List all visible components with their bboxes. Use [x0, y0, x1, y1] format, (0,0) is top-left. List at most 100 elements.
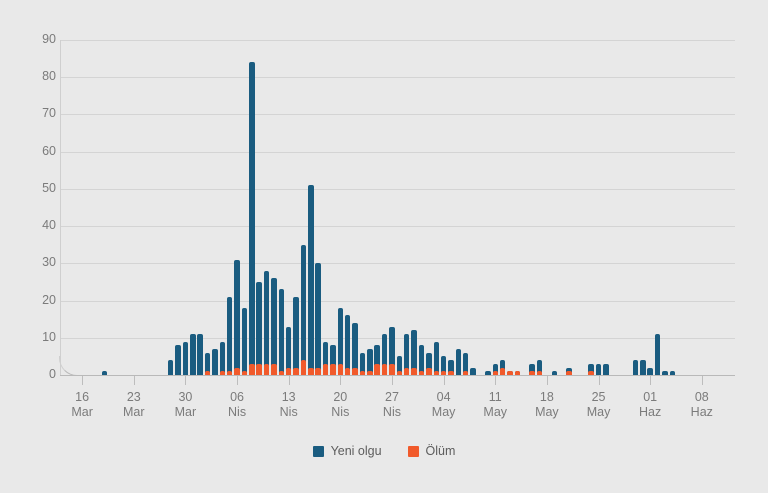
bar-yeni-olgu[interactable]	[190, 334, 196, 375]
bar-yeni-olgu[interactable]	[167, 360, 174, 375]
bar-olum[interactable]	[448, 371, 454, 375]
bar-olum[interactable]	[285, 367, 292, 375]
bar-olum[interactable]	[374, 363, 380, 375]
bar-olum[interactable]	[396, 371, 403, 375]
bar-yeni-olgu[interactable]	[603, 363, 609, 375]
bar-olum[interactable]	[249, 363, 255, 375]
bar-yeni-olgu[interactable]	[285, 326, 292, 375]
bar-yeni-olgu[interactable]	[418, 345, 425, 375]
bar-olum[interactable]	[204, 371, 211, 375]
bar-yeni-olgu[interactable]	[485, 371, 491, 375]
bar-olum[interactable]	[507, 371, 513, 375]
legend-item-yeni-olgu[interactable]: Yeni olgu	[312, 444, 382, 458]
bar-olum[interactable]	[322, 363, 329, 375]
bar-olum[interactable]	[566, 371, 572, 375]
bar-olum[interactable]	[588, 371, 594, 375]
bar-olum[interactable]	[514, 371, 521, 375]
bar-yeni-olgu[interactable]	[256, 281, 262, 375]
bar-yeni-olgu[interactable]	[463, 352, 469, 375]
bar-yeni-olgu[interactable]	[234, 259, 240, 375]
bar-olum[interactable]	[219, 371, 226, 375]
bar-yeni-olgu[interactable]	[271, 278, 277, 375]
bar-yeni-olgu[interactable]	[300, 244, 307, 375]
bar-yeni-olgu[interactable]	[595, 363, 602, 375]
bar-olum[interactable]	[278, 371, 285, 375]
bar-olum[interactable]	[389, 363, 395, 375]
bar-yeni-olgu[interactable]	[344, 315, 351, 375]
bar-yeni-olgu[interactable]	[352, 322, 358, 375]
bar-olum[interactable]	[315, 367, 321, 375]
bar-yeni-olgu[interactable]	[640, 360, 646, 375]
bar-olum[interactable]	[529, 371, 535, 375]
bar-olum[interactable]	[330, 363, 336, 375]
bar-yeni-olgu[interactable]	[654, 334, 661, 375]
bar-yeni-olgu[interactable]	[396, 356, 403, 375]
bar-yeni-olgu[interactable]	[241, 308, 248, 375]
bar-yeni-olgu[interactable]	[389, 326, 395, 375]
bar-yeni-olgu[interactable]	[182, 341, 189, 375]
bar-yeni-olgu[interactable]	[330, 345, 336, 375]
bar-olum[interactable]	[352, 367, 358, 375]
bar-yeni-olgu[interactable]	[197, 334, 203, 375]
bar-yeni-olgu[interactable]	[315, 263, 321, 375]
bar-yeni-olgu[interactable]	[263, 270, 270, 375]
bar-yeni-olgu[interactable]	[411, 330, 417, 375]
bar-olum[interactable]	[492, 371, 498, 375]
bar-yeni-olgu[interactable]	[448, 360, 454, 375]
bar-olum[interactable]	[263, 363, 270, 375]
bar-yeni-olgu[interactable]	[212, 348, 218, 375]
bar-olum[interactable]	[300, 360, 307, 375]
bar-yeni-olgu[interactable]	[551, 371, 557, 375]
bar-yeni-olgu[interactable]	[426, 352, 432, 375]
bar-olum[interactable]	[367, 371, 373, 375]
bar-yeni-olgu[interactable]	[204, 352, 211, 375]
bar-yeni-olgu[interactable]	[278, 289, 285, 375]
bar-olum[interactable]	[463, 371, 469, 375]
bar-yeni-olgu[interactable]	[440, 356, 447, 375]
bar-yeni-olgu[interactable]	[403, 334, 410, 375]
bar-yeni-olgu[interactable]	[632, 360, 639, 375]
bar-yeni-olgu[interactable]	[337, 308, 344, 375]
bar-olum[interactable]	[241, 371, 248, 375]
bar-yeni-olgu[interactable]	[381, 334, 388, 375]
bar-olum[interactable]	[234, 367, 240, 375]
bar-yeni-olgu[interactable]	[359, 352, 366, 375]
bar-olum[interactable]	[381, 363, 388, 375]
bar-yeni-olgu[interactable]	[219, 341, 226, 375]
bar-olum[interactable]	[418, 371, 425, 375]
bar-yeni-olgu[interactable]	[433, 341, 439, 375]
bar-olum[interactable]	[359, 371, 366, 375]
bar-yeni-olgu[interactable]	[249, 62, 255, 375]
bar-olum[interactable]	[411, 367, 417, 375]
bar-yeni-olgu[interactable]	[101, 371, 107, 375]
bar-yeni-olgu[interactable]	[647, 367, 653, 375]
bar-olum[interactable]	[440, 371, 447, 375]
bar-olum[interactable]	[271, 363, 277, 375]
bar-yeni-olgu[interactable]	[662, 371, 668, 375]
bar-olum[interactable]	[256, 363, 262, 375]
bar-olum[interactable]	[308, 367, 314, 375]
bar-olum[interactable]	[344, 367, 351, 375]
bar-yeni-olgu[interactable]	[669, 371, 676, 375]
bar-yeni-olgu[interactable]	[536, 360, 543, 375]
bar-yeni-olgu[interactable]	[492, 363, 498, 375]
bar-olum[interactable]	[293, 367, 299, 375]
bar-olum[interactable]	[226, 371, 233, 375]
bar-yeni-olgu[interactable]	[470, 367, 476, 375]
bar-yeni-olgu[interactable]	[175, 345, 181, 375]
bar-yeni-olgu[interactable]	[226, 296, 233, 375]
legend-item-olum[interactable]: Ölüm	[407, 444, 455, 458]
bar-yeni-olgu[interactable]	[308, 185, 314, 375]
bar-yeni-olgu[interactable]	[374, 345, 380, 375]
bar-olum[interactable]	[499, 367, 506, 375]
bar-yeni-olgu[interactable]	[322, 341, 329, 375]
bar-olum[interactable]	[403, 367, 410, 375]
bar-yeni-olgu[interactable]	[529, 363, 535, 375]
bar-yeni-olgu[interactable]	[293, 296, 299, 375]
bar-yeni-olgu[interactable]	[367, 348, 373, 375]
bar-olum[interactable]	[536, 371, 543, 375]
bar-yeni-olgu[interactable]	[588, 363, 594, 375]
bar-olum[interactable]	[426, 367, 432, 375]
bar-yeni-olgu[interactable]	[455, 348, 462, 375]
bar-olum[interactable]	[337, 363, 344, 375]
